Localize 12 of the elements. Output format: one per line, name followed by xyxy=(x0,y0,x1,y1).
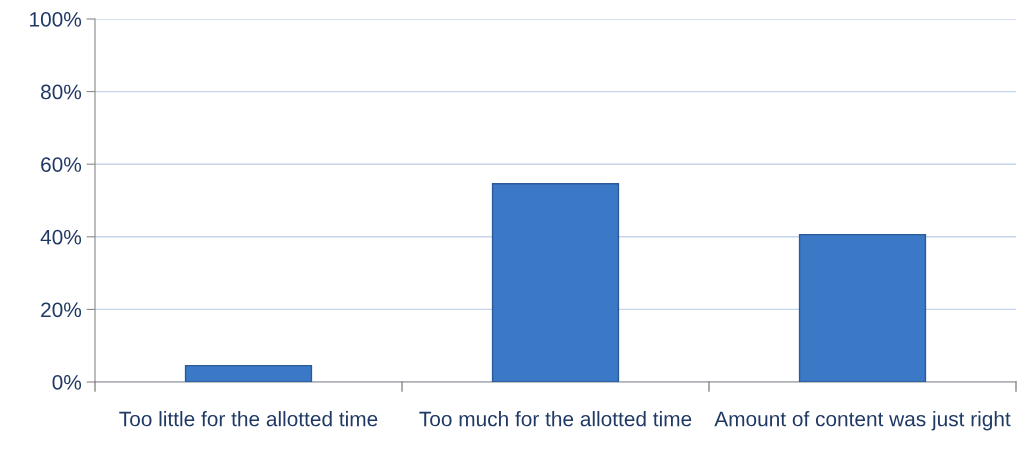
y-tick-label: 100% xyxy=(30,12,82,27)
x-tick-label: Amount of content was just right xyxy=(714,411,1011,431)
bar xyxy=(184,364,313,382)
y-tick-label: 80% xyxy=(41,84,82,100)
bar xyxy=(798,233,927,382)
y-tick-label: 0% xyxy=(52,375,82,390)
y-tick-label: 40% xyxy=(40,229,82,245)
y-tick-label: 60% xyxy=(41,157,82,172)
y-tick-label: 20% xyxy=(41,302,82,318)
x-tick-label: Too little for the allotted time xyxy=(119,411,378,427)
x-tick-label: Too much for the allotted time xyxy=(419,411,692,427)
bar xyxy=(491,183,620,382)
